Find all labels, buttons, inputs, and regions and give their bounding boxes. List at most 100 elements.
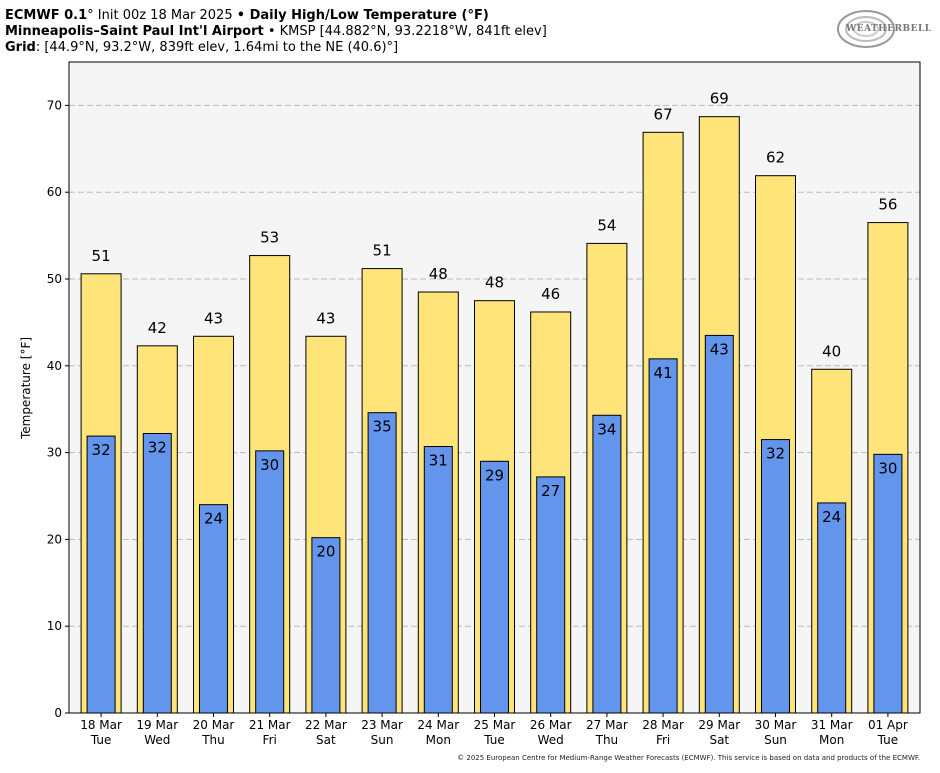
model-name: ECMWF 0.1 [5, 8, 88, 23]
high-temp-label: 43 [204, 309, 223, 327]
x-tick-date: 01 Apr [868, 718, 908, 732]
x-tick-date: 27 Mar [586, 718, 628, 732]
low-temp-bar [817, 502, 847, 714]
high-temp-label: 48 [429, 265, 448, 283]
high-temp-label: 48 [485, 274, 504, 292]
low-temp-label: 24 [822, 508, 841, 526]
y-tick-label: 30 [47, 446, 62, 460]
high-temp-label: 54 [597, 216, 616, 234]
low-temp-bar [199, 504, 228, 714]
init-time: Init 00z 18 Mar 2025 [93, 8, 237, 23]
x-tick-date: 28 Mar [642, 718, 684, 732]
high-temp-label: 67 [654, 105, 673, 123]
high-temp-label: 43 [316, 309, 335, 327]
high-temp-label: 51 [373, 242, 392, 260]
low-temp-label: 43 [710, 340, 729, 358]
x-tick-date: 31 Mar [811, 718, 853, 732]
low-temp-label: 34 [597, 420, 616, 438]
x-tick-day: Tue [483, 733, 505, 747]
y-tick-label: 60 [47, 185, 62, 199]
low-temp-bar [142, 433, 172, 714]
high-temp-label: 46 [541, 285, 560, 303]
low-temp-bar [873, 453, 903, 714]
logo-swirl-icon [837, 10, 895, 48]
low-temp-label: 24 [204, 510, 223, 528]
y-tick-label: 40 [47, 359, 62, 373]
x-tick-date: 30 Mar [755, 718, 797, 732]
low-temp-label: 32 [92, 441, 111, 459]
y-axis: 0 10 20 30 40 50 60 70 [47, 98, 69, 720]
x-tick-date: 19 Mar [136, 718, 178, 732]
low-temp-label: 30 [260, 456, 279, 474]
y-tick-label: 10 [47, 619, 62, 633]
low-temp-bar [592, 414, 622, 714]
grid-info: : [44.9°N, 93.2°W, 839ft elev, 1.64mi to… [35, 40, 399, 55]
low-temp-label: 35 [373, 418, 392, 436]
station-info: • KMSP [44.882°N, 93.2218°W, 841ft elev] [263, 24, 547, 39]
x-tick-date: 21 Mar [249, 718, 291, 732]
copyright-footer: © 2025 European Centre for Medium-Range … [457, 754, 920, 762]
x-tick-day: Thu [201, 733, 225, 747]
x-tick-day: Fri [263, 733, 277, 747]
x-tick-day: Wed [538, 733, 564, 747]
low-temp-bar [648, 358, 678, 714]
model-degree: ° [87, 8, 94, 23]
x-tick-day: Sun [371, 733, 394, 747]
low-temp-label: 41 [654, 364, 673, 382]
x-tick-date: 18 Mar [80, 718, 122, 732]
x-tick-date: 20 Mar [193, 718, 235, 732]
low-temp-bar [761, 439, 790, 714]
low-temp-bar [86, 435, 116, 714]
low-temp-bar [480, 460, 509, 714]
high-temp-label: 69 [710, 90, 729, 108]
x-tick-day: Fri [656, 733, 670, 747]
x-tick-day: Mon [426, 733, 451, 747]
high-temp-label: 56 [878, 196, 897, 214]
low-temp-bar [704, 334, 734, 714]
x-tick-day: Tue [877, 733, 899, 747]
y-tick-label: 50 [47, 272, 62, 286]
weatherbell-logo: WEATHERBELL [836, 8, 931, 50]
low-temp-label: 32 [148, 439, 167, 457]
chart-header-line1: ECMWF 0.1° Init 00z 18 Mar 2025 • Daily … [5, 8, 489, 24]
y-tick-label: 0 [54, 706, 62, 720]
x-tick-date: 23 Mar [361, 718, 403, 732]
high-temp-label: 42 [148, 319, 167, 337]
low-temp-bar [536, 476, 566, 714]
bars [80, 116, 909, 714]
high-temp-label: 62 [766, 149, 785, 167]
chart-unit: °F) [467, 8, 489, 23]
low-temp-bar [255, 450, 285, 714]
x-tick-date: 24 Mar [417, 718, 459, 732]
station-name: Minneapolis–Saint Paul Int'l Airport [5, 24, 264, 39]
low-temp-bar [423, 446, 453, 714]
y-tick-label: 70 [47, 98, 62, 112]
low-temp-label: 27 [541, 482, 560, 500]
y-axis-label: Temperature [°F] [19, 337, 33, 440]
x-tick-day: Sat [316, 733, 336, 747]
header-bullet: • [236, 8, 246, 23]
y-tick-label: 20 [47, 532, 62, 546]
low-temp-label: 31 [429, 452, 448, 470]
low-temp-label: 30 [878, 459, 897, 477]
logo-text: WEATHERBELL [846, 24, 932, 34]
low-temp-bar [311, 537, 341, 714]
x-tick-day: Wed [144, 733, 170, 747]
low-temp-label: 32 [766, 445, 785, 463]
chart-header-line2: Minneapolis–Saint Paul Int'l Airport • K… [5, 24, 547, 40]
low-temp-label: 20 [316, 543, 335, 561]
x-tick-day: Thu [595, 733, 619, 747]
high-temp-label: 53 [260, 229, 279, 247]
x-tick-date: 22 Mar [305, 718, 347, 732]
chart-title: Daily High/Low Temperature ( [245, 8, 468, 23]
x-tick-day: Sun [764, 733, 787, 747]
x-tick-day: Sat [709, 733, 729, 747]
value-labels: 51 32 42 32 43 24 53 30 43 20 51 35 48 31 48 29 46 27 54 34… [92, 90, 898, 561]
x-tick-date: 26 Mar [530, 718, 572, 732]
x-tick-day: Tue [90, 733, 112, 747]
x-tick-date: 29 Mar [698, 718, 740, 732]
x-tick-date: 25 Mar [474, 718, 516, 732]
low-temp-bar [367, 412, 397, 714]
grid-label: Grid [5, 40, 36, 55]
